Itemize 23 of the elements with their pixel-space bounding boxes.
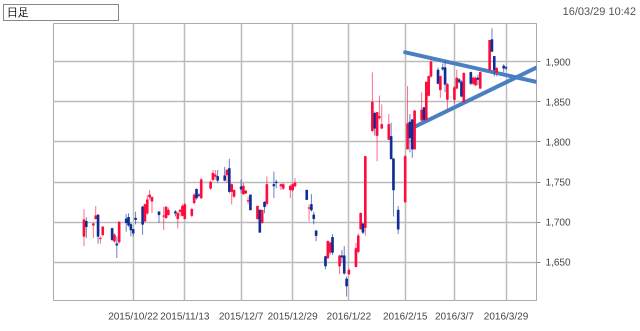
y-tick-label: 1,700 — [546, 218, 571, 229]
x-tick-label: 2016/3/29 — [484, 312, 529, 322]
x-tick-label: 2016/2/15 — [382, 312, 428, 322]
candlestick — [183, 202, 186, 220]
y-tick-label: 1,900 — [546, 57, 571, 68]
x-tick-label: 2015/11/13 — [160, 312, 210, 322]
candlestick — [256, 206, 259, 220]
text: 日足 — [7, 5, 29, 20]
y-tick-label: 1,800 — [546, 137, 571, 148]
text: 16/03/29 10:42 — [562, 5, 636, 20]
x-tick-label: 2016/1/22 — [326, 312, 372, 322]
x-tick-label: 2015/12/29 — [268, 312, 318, 322]
x-tick-label: 2015/12/7 — [218, 312, 264, 322]
y-tick-label: 1,850 — [546, 97, 571, 108]
candlestick — [164, 206, 168, 218]
y-tick-label: 1,750 — [546, 178, 571, 189]
candlestick — [305, 190, 308, 200]
candlestick — [258, 208, 262, 233]
candlestick — [260, 210, 264, 224]
x-tick-label: 2015/10/22 — [108, 312, 159, 322]
y-tick-label: 1,650 — [546, 258, 571, 269]
candlestick — [249, 194, 252, 210]
x-tick-label: 2016/3/7 — [434, 312, 474, 322]
